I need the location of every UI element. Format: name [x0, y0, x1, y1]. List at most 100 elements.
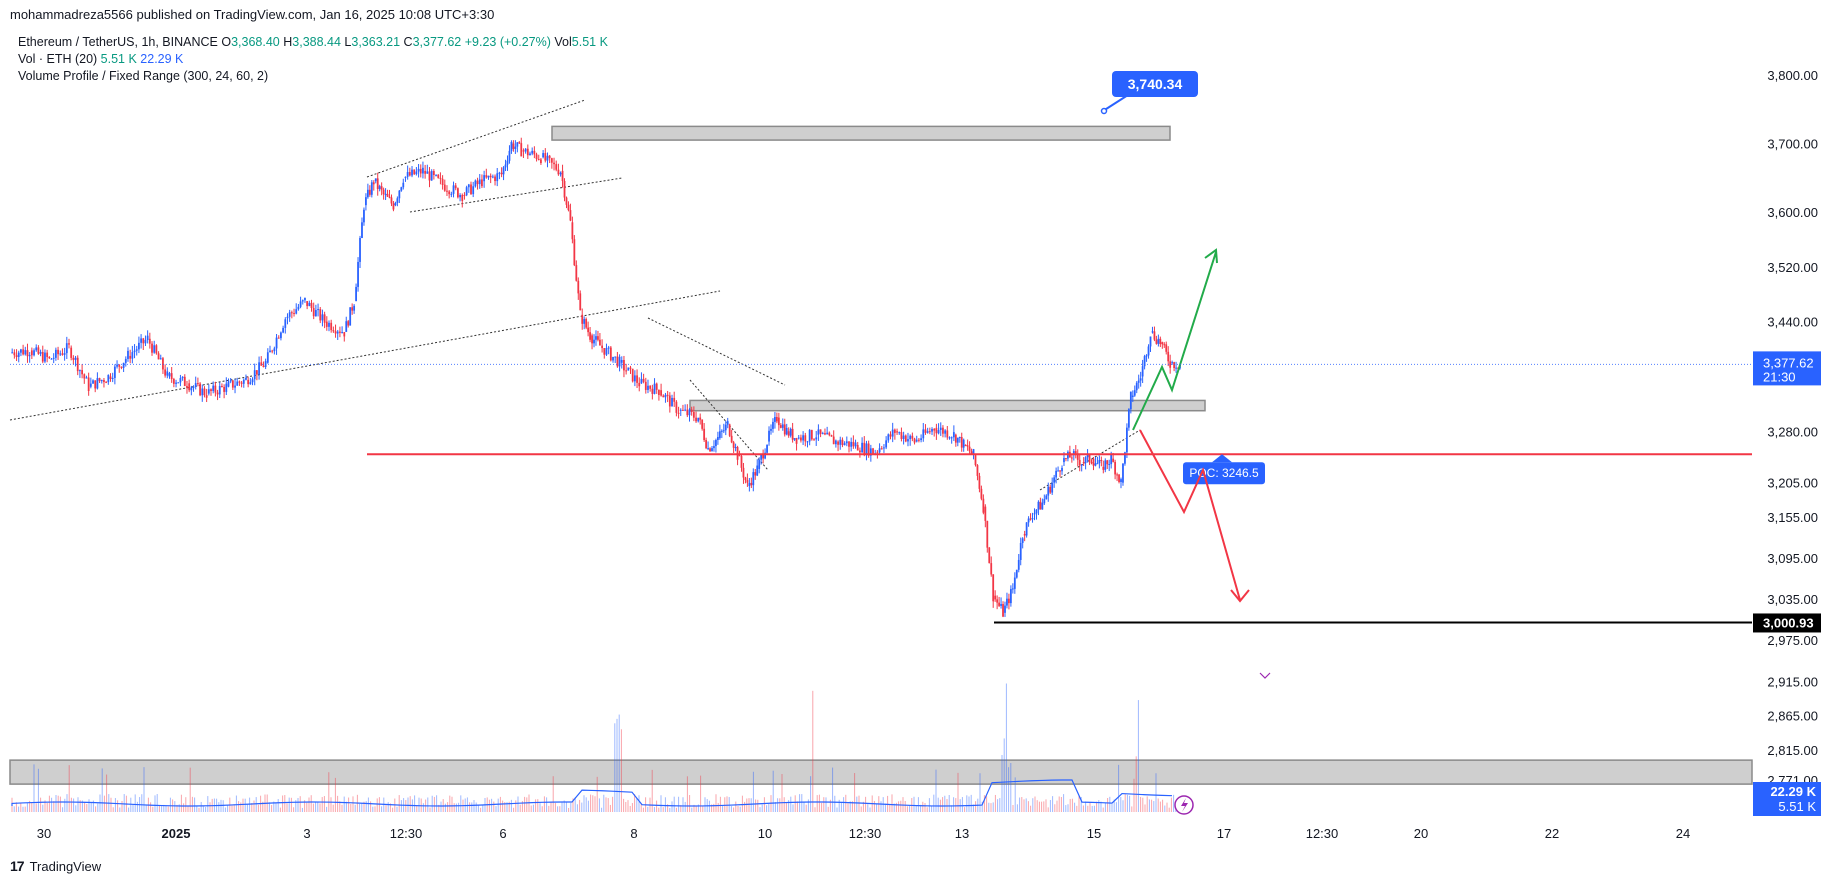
candle-body [1037, 501, 1040, 510]
candle-body [483, 175, 486, 182]
candle-body [1039, 501, 1042, 510]
candle-body [111, 377, 114, 379]
candle-body [216, 392, 219, 395]
candle-body [428, 171, 431, 181]
candle-body [355, 286, 357, 302]
candle-body [255, 370, 258, 375]
candle-body [718, 431, 721, 439]
candle-body [1000, 604, 1002, 606]
candle-body [382, 189, 385, 195]
candle-body [565, 197, 568, 205]
candle-body [942, 427, 944, 434]
candle-body [1051, 482, 1054, 493]
candle-body [913, 438, 916, 443]
time-tick-label: 12:30 [849, 826, 882, 841]
volume-profile-row[interactable]: Volume Profile / Fixed Range (300, 24, 6… [18, 68, 608, 85]
candle-body [1139, 378, 1142, 381]
volume-indicator-row[interactable]: Vol · ETH (20) 5.51 K 22.29 K [18, 51, 608, 68]
candle-body [711, 448, 713, 452]
candle-body [422, 167, 424, 174]
candle-body [533, 150, 536, 155]
candle-body [636, 375, 638, 383]
candle-body [494, 176, 496, 182]
candle-body [400, 187, 403, 191]
candle-body [834, 440, 837, 445]
candle-body [310, 302, 313, 308]
candle-body [392, 203, 395, 210]
candle-body [640, 378, 643, 384]
candle-body [915, 439, 918, 442]
footer-brand[interactable]: 17 TradingView [10, 858, 101, 874]
time-tick-label: 30 [37, 826, 51, 841]
candle-body [404, 176, 407, 178]
price-axis[interactable]: 3,800.00 3,700.00 3,600.00 3,520.00 3,440.00… [1753, 68, 1821, 816]
candle-body [1141, 366, 1144, 377]
candle-body [591, 335, 593, 344]
candle-body [800, 437, 802, 441]
candle-body [1131, 395, 1134, 398]
candle-body [321, 314, 324, 321]
candle-body [1104, 460, 1107, 470]
candle-body [653, 383, 656, 394]
time-tick-label: 6 [499, 826, 506, 841]
candle-body [1009, 589, 1012, 604]
candle-body [357, 261, 359, 287]
candle-body [1072, 451, 1075, 456]
candle-body [22, 349, 25, 355]
time-tick-label: 12:30 [390, 826, 423, 841]
candle-body [474, 180, 477, 187]
candle-body [441, 178, 444, 185]
candle-body [166, 371, 169, 376]
candle-body [116, 364, 118, 367]
candle-body [1061, 467, 1063, 472]
candle-body [448, 191, 451, 195]
candle-body [179, 378, 182, 383]
candle-body [439, 177, 442, 179]
candle-body [616, 356, 619, 367]
candle-body [764, 452, 766, 459]
candle-body [218, 386, 221, 395]
candle-body [1122, 463, 1124, 483]
candle-body [290, 312, 293, 314]
time-tick-label: 10 [758, 826, 772, 841]
candle-body [821, 433, 824, 435]
candle-body [728, 424, 731, 436]
candle-body [172, 379, 175, 384]
candle-body [48, 357, 51, 359]
candle-body [781, 424, 784, 428]
candle-body [406, 172, 409, 177]
candle-body [1086, 454, 1089, 458]
candle-body [325, 321, 328, 327]
candle-body [68, 343, 70, 345]
candle-body [928, 431, 931, 433]
volume-indicator-value: 5.51 K [100, 52, 137, 66]
candle-body [920, 438, 922, 441]
bullish-projection [1132, 251, 1217, 431]
candle-body [28, 355, 31, 357]
volume-indicator-label: Vol · ETH (20) [18, 52, 98, 66]
candle-body [39, 352, 42, 354]
candle-body [1118, 474, 1120, 483]
candle-body [394, 202, 397, 206]
candle-body [697, 417, 700, 422]
candle-body [614, 356, 617, 358]
candle-body [1096, 463, 1099, 465]
candle-body [972, 449, 975, 454]
candle-body [273, 348, 276, 352]
candle-body [1120, 479, 1122, 483]
candle-body [976, 465, 979, 476]
candle-body [529, 153, 531, 156]
time-tick-label: 15 [1087, 826, 1101, 841]
candle-body [758, 459, 761, 469]
candle-body [791, 428, 794, 440]
candle-body [732, 442, 735, 448]
candle-body [299, 301, 302, 307]
candle-body [269, 350, 271, 353]
symbol-label[interactable]: Ethereum / TetherUS, 1h, BINANCE [18, 35, 218, 49]
time-axis[interactable]: 30 2025 3 12:30 6 8 10 12:30 13 15 17 12:30 20 22 24 [37, 826, 1690, 841]
zone-mid-zone [689, 399, 1206, 412]
candle-body [609, 347, 612, 361]
candle-body [380, 186, 383, 190]
candle-body [89, 383, 92, 387]
